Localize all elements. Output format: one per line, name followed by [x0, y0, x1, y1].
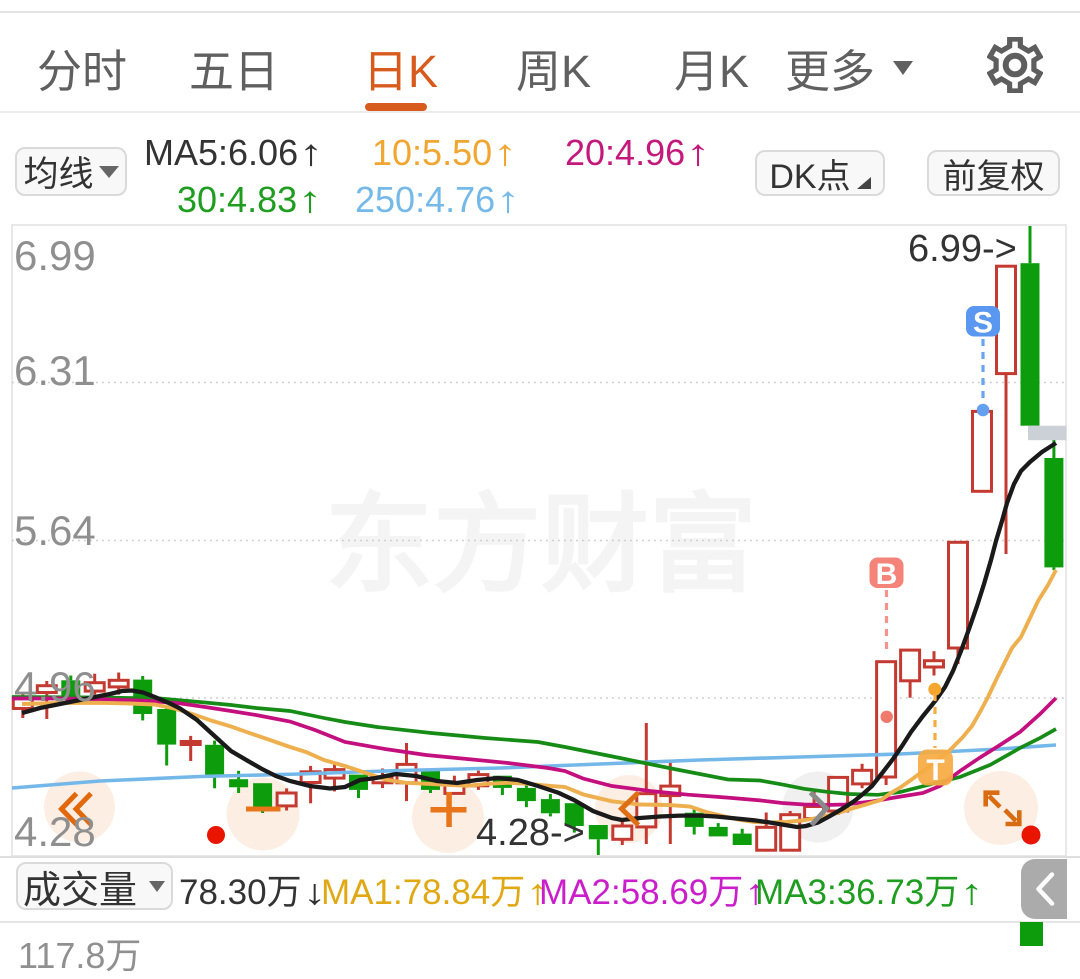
- svg-text:S: S: [973, 307, 993, 340]
- svg-text:4.28: 4.28: [14, 808, 96, 855]
- svg-text:东方财富: 东方财富: [325, 484, 757, 605]
- svg-text:T: T: [926, 754, 944, 787]
- svg-text:B: B: [876, 558, 898, 591]
- svg-text:4.28->: 4.28->: [476, 812, 585, 854]
- svg-text:6.99: 6.99: [14, 232, 96, 279]
- svg-text:6.99->: 6.99->: [908, 228, 1017, 270]
- svg-text:5.64: 5.64: [14, 507, 96, 554]
- svg-text:4.96: 4.96: [14, 663, 96, 710]
- svg-text:6.31: 6.31: [14, 347, 96, 394]
